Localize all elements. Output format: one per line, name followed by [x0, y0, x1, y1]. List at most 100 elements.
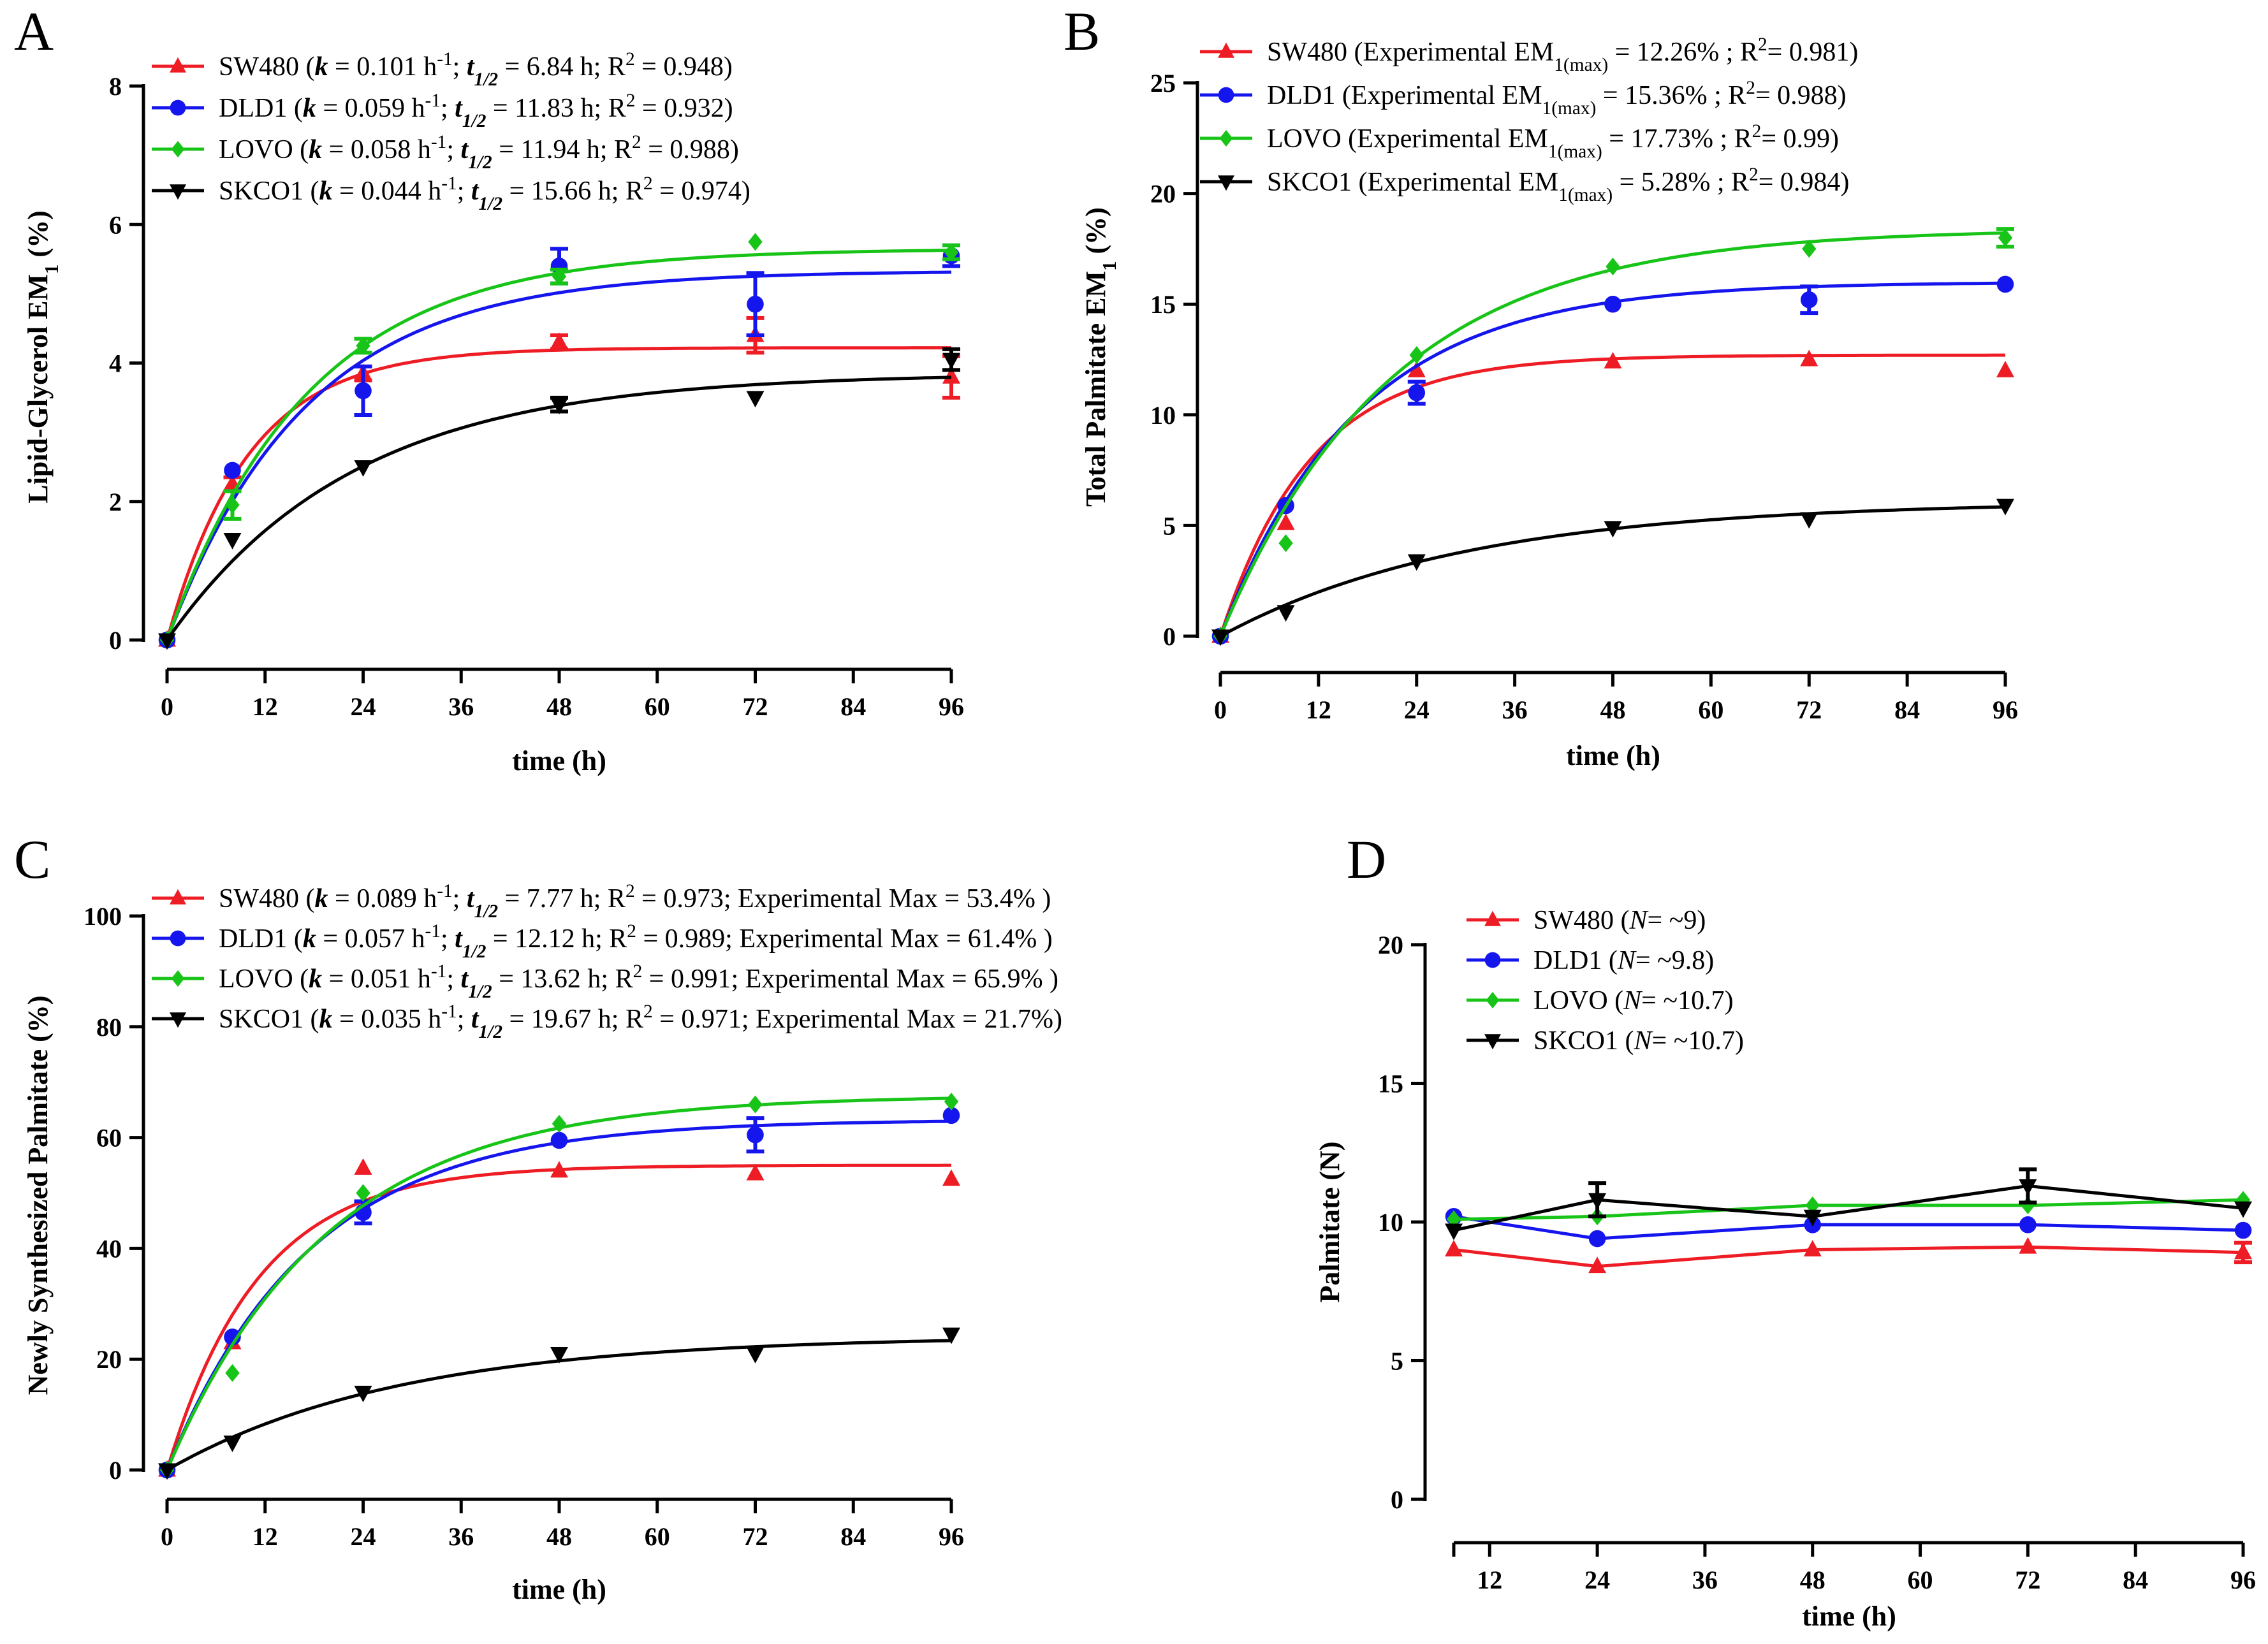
series-line [165, 346, 951, 641]
legend-marker [1218, 87, 1234, 103]
data-point [550, 1131, 568, 1149]
y-tick-label: 8 [109, 72, 122, 101]
y-tick-label: 20 [1378, 931, 1403, 959]
legend-marker [1484, 910, 1501, 926]
legend-label: SKCO1 (k = 0.044 h-1; t1/2 = 15.66 h; R2… [219, 173, 750, 214]
data-point [1445, 1223, 1463, 1240]
data-point [2234, 1242, 2252, 1260]
y-tick-label: 40 [96, 1234, 122, 1263]
data-point [2235, 1191, 2251, 1209]
data-point [2019, 1216, 2037, 1233]
data-point [1803, 1240, 1822, 1256]
x-tick-label: 84 [2123, 1566, 2148, 1594]
y-tick-label: 0 [109, 626, 122, 655]
data-point [942, 353, 960, 370]
data-point [550, 332, 568, 349]
x-tick-label: 60 [1698, 695, 1723, 724]
data-point [225, 496, 240, 514]
y-tick-label: 60 [96, 1124, 122, 1153]
data-point [356, 337, 370, 355]
panel-letter: D [1347, 829, 1386, 890]
legend-item-lovo: LOVO (N= ~10.7) [1467, 986, 1734, 1015]
x-tick-label: 0 [161, 1522, 173, 1551]
legend-label: SKCO1 (Experimental EM1(max) = 5.28% ; R… [1267, 164, 1849, 205]
panel-letter: A [14, 1, 54, 62]
legend-marker [1484, 1034, 1501, 1050]
x-tick-label: 36 [448, 692, 474, 721]
data-point [2234, 1201, 2252, 1218]
data-point [1996, 498, 2014, 516]
legend-marker [171, 970, 185, 987]
y-axis-label: Newly Synthesized Palmitate (%) [22, 996, 54, 1395]
series-line [1218, 281, 2006, 637]
legend-item-sw480: SW480 (k = 0.101 h-1; t1/2 = 6.84 h; R2 … [152, 49, 733, 90]
x-tick-label: 84 [840, 1522, 866, 1551]
y-tick-label: 20 [96, 1345, 122, 1374]
legend-item-skco1: SKCO1 (k = 0.035 h-1; t1/2 = 19.67 h; R2… [152, 1001, 1062, 1042]
data-point [2019, 1237, 2037, 1254]
data-point [355, 382, 372, 400]
data-point [747, 1126, 764, 1144]
x-tick-label: 72 [743, 692, 768, 721]
x-tick-label: 12 [252, 692, 278, 721]
legend-label: DLD1 (N= ~9.8) [1533, 946, 1714, 975]
series-skco1 [158, 347, 960, 650]
legend-marker [170, 889, 186, 905]
x-tick-label: 12 [1306, 695, 1331, 724]
series-line [1218, 231, 2006, 637]
series-line [1453, 1245, 2244, 1269]
data-point [748, 233, 763, 251]
x-tick-label: 24 [1404, 695, 1430, 724]
legend-label: SKCO1 (k = 0.035 h-1; t1/2 = 19.67 h; R2… [219, 1001, 1062, 1042]
data-point [223, 532, 242, 549]
legend-item-lovo: LOVO (k = 0.051 h-1; t1/2 = 13.62 h; R2 … [152, 961, 1058, 1002]
legend-label: SW480 (Experimental EM1(max) = 12.26% ; … [1267, 34, 1858, 75]
data-point [1408, 384, 1426, 402]
legend-label: DLD1 (k = 0.057 h-1; t1/2 = 12.12 h; R2 … [219, 921, 1053, 962]
series-line [165, 270, 952, 641]
series-lovo [159, 1093, 959, 1479]
series-skco1 [158, 1327, 960, 1480]
y-tick-label: 2 [109, 488, 122, 516]
x-tick-label: 12 [1477, 1566, 1502, 1594]
data-point [942, 367, 960, 384]
data-point [552, 267, 567, 286]
panel-d: D 0 5 10 15 20 12 24 36 48 60 72 84 96 time (h) Palmita… [1314, 829, 2256, 1632]
x-tick-label: 84 [1894, 695, 1920, 724]
legend-marker [170, 1012, 186, 1028]
data-point [1800, 512, 1818, 529]
series-dld1 [158, 243, 960, 649]
x-tick-label: 96 [1993, 695, 2018, 724]
data-point [747, 295, 764, 313]
y-axis-label: Palmitate (N) [1314, 1142, 1345, 1303]
legend-label: SKCO1 (N= ~10.7) [1533, 1026, 1744, 1056]
y-tick-label: 20 [1150, 180, 1176, 208]
data-point [1604, 352, 1622, 368]
data-point [1996, 360, 2014, 377]
legend-item-dld1: DLD1 (N= ~9.8) [1467, 946, 1714, 975]
data-point [223, 1436, 242, 1452]
series-sw480 [1211, 349, 2014, 643]
legend-item-sw480: SW480 (N= ~9) [1467, 906, 1706, 935]
data-point [550, 1347, 568, 1364]
x-tick-label: 48 [1800, 1566, 1825, 1594]
legend-label: LOVO (k = 0.051 h-1; t1/2 = 13.62 h; R2 … [219, 961, 1058, 1002]
data-point [1802, 240, 1817, 258]
series-line [165, 249, 952, 641]
data-point [158, 1463, 176, 1480]
x-tick-label: 0 [161, 692, 173, 721]
legend-label: SW480 (k = 0.089 h-1; t1/2 = 7.77 h; R2 … [219, 881, 1051, 922]
panel-c: C 0 20 40 60 80 100 0 12 24 36 48 60 72 84 96 time (h) Ne… [14, 829, 1062, 1605]
series-skco1 [1445, 1167, 2252, 1240]
y-tick-label: 0 [109, 1456, 122, 1485]
legend-item-skco1: SKCO1 (Experimental EM1(max) = 5.28% ; R… [1200, 164, 1849, 205]
legend-item-skco1: SKCO1 (k = 0.044 h-1; t1/2 = 15.66 h; R2… [152, 173, 750, 214]
legend-item-sw480: SW480 (k = 0.089 h-1; t1/2 = 7.77 h; R2 … [152, 881, 1051, 922]
data-point [1803, 1209, 1822, 1226]
x-tick-label: 24 [1584, 1566, 1610, 1594]
x-tick-label: 24 [351, 692, 376, 721]
x-tick-label: 96 [939, 1522, 964, 1551]
x-tick-label: 12 [252, 1522, 278, 1551]
y-tick-label: 15 [1378, 1070, 1403, 1098]
legend-label: SW480 (k = 0.101 h-1; t1/2 = 6.84 h; R2 … [219, 49, 733, 90]
